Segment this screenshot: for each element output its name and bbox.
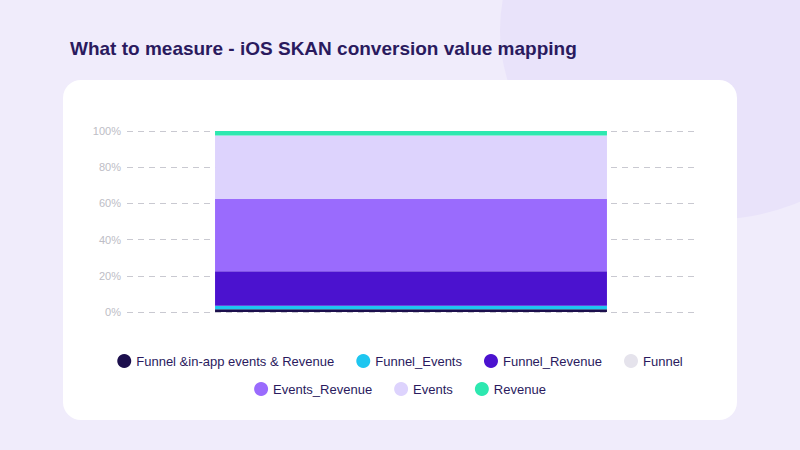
svg-text:100%: 100%	[93, 125, 121, 137]
svg-text:Revenue: Revenue	[494, 382, 546, 397]
svg-text:Events: Events	[413, 382, 453, 397]
svg-text:Funnel_Events: Funnel_Events	[375, 354, 462, 369]
svg-text:20%: 20%	[99, 270, 121, 282]
svg-text:80%: 80%	[99, 161, 121, 173]
svg-text:60%: 60%	[99, 197, 121, 209]
svg-text:Funnel_Revenue: Funnel_Revenue	[503, 354, 602, 369]
svg-text:What to measure - iOS SKAN con: What to measure - iOS SKAN conversion va…	[70, 38, 577, 59]
svg-text:40%: 40%	[99, 234, 121, 246]
svg-text:Funnel &in-app events & Revenu: Funnel &in-app events & Revenue	[136, 354, 334, 369]
svg-text:0%: 0%	[105, 306, 121, 318]
svg-text:Events_Revenue: Events_Revenue	[273, 382, 372, 397]
svg-text:Funnel: Funnel	[643, 354, 683, 369]
